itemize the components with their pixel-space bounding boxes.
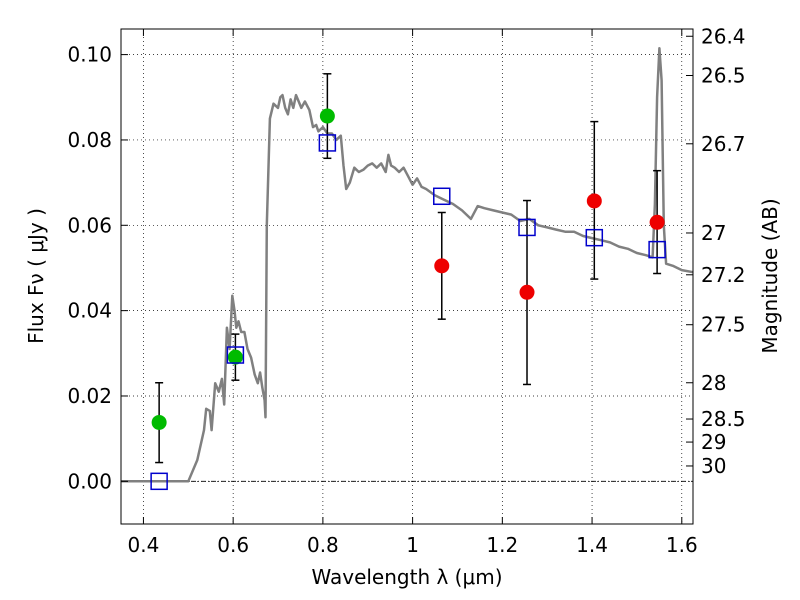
y2-tick-label: 26.4 bbox=[701, 24, 746, 48]
model-photometry-square bbox=[433, 187, 451, 206]
x-tick-label: 1 bbox=[406, 533, 419, 557]
data-layer bbox=[121, 46, 694, 491]
x-tick-label: 0.4 bbox=[128, 533, 160, 557]
x-tick-label: 0.6 bbox=[217, 533, 249, 557]
x-tick-label: 1.2 bbox=[486, 533, 518, 557]
y-axis-title: Flux Fν ( μJy ) bbox=[24, 208, 48, 344]
red-data-point bbox=[434, 258, 450, 274]
model-spectrum-line bbox=[121, 46, 694, 483]
y-tick-label: 0.08 bbox=[67, 128, 112, 152]
y2-axis-title: Magnitude (AB) bbox=[758, 198, 782, 353]
y-tick-label: 0.06 bbox=[67, 213, 112, 237]
green-data-point bbox=[319, 108, 335, 124]
y2-tick-label: 27 bbox=[701, 221, 726, 245]
model-photometry-square bbox=[648, 240, 666, 259]
y2-tick-label: 28.5 bbox=[701, 407, 746, 431]
plot-frame bbox=[120, 28, 694, 525]
red-data-point bbox=[649, 214, 665, 230]
plot-background bbox=[121, 29, 693, 524]
y2-tick-label: 30 bbox=[701, 454, 726, 478]
x-tick-label: 1.6 bbox=[666, 533, 698, 557]
y-tick-label: 0.02 bbox=[67, 384, 112, 408]
model-photometry-square bbox=[150, 472, 168, 491]
grid-lines bbox=[121, 29, 693, 524]
y2-tick-label: 26.7 bbox=[701, 132, 746, 156]
x-axis-title: Wavelength λ (μm) bbox=[311, 565, 502, 589]
model-photometry-square bbox=[226, 346, 245, 364]
green-data-point bbox=[151, 414, 167, 430]
green-data-point bbox=[227, 349, 243, 365]
y2-tick-label: 28 bbox=[701, 371, 726, 395]
model-photometry-square bbox=[518, 218, 536, 237]
y2-tick-label: 29 bbox=[701, 430, 726, 454]
axis-ticks: 0.4 0.6 0.8 1 1.2 1.4 1.6 0.00 0.02 0.04 0.06 0.08 0… bbox=[67, 24, 745, 557]
red-data-point bbox=[586, 193, 602, 209]
y-tick-label: 0.04 bbox=[67, 299, 112, 323]
model-photometry-square bbox=[585, 228, 604, 247]
model-photometry-square bbox=[318, 134, 337, 152]
y-tick-label: 0.00 bbox=[67, 469, 112, 493]
y2-tick-label: 27.5 bbox=[701, 313, 746, 337]
y2-tick-label: 27.2 bbox=[701, 263, 746, 287]
y2-tick-label: 26.5 bbox=[701, 64, 746, 88]
x-tick-label: 1.4 bbox=[576, 533, 608, 557]
red-data-point bbox=[519, 284, 535, 300]
x-tick-label: 0.8 bbox=[307, 533, 339, 557]
y-tick-label: 0.10 bbox=[67, 43, 112, 67]
